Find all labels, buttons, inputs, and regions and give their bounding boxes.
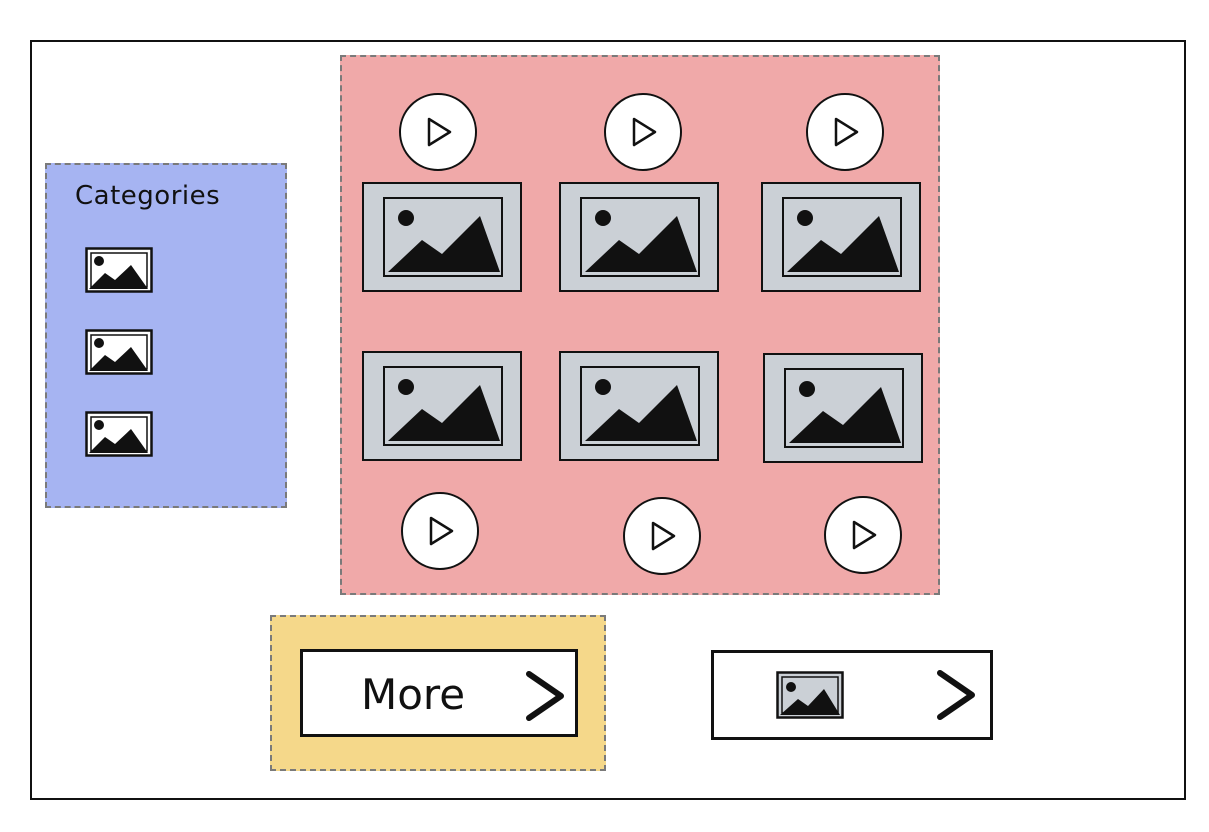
play-button[interactable] (399, 93, 477, 171)
play-icon (632, 117, 657, 147)
image-icon (776, 671, 844, 719)
chevron-right-icon (526, 671, 564, 721)
more-button[interactable]: More (300, 649, 578, 737)
play-icon (651, 521, 676, 551)
nav-thumbnail (776, 671, 844, 719)
image-icon (383, 197, 503, 277)
play-icon (429, 516, 454, 546)
image-icon (784, 368, 904, 448)
category-item[interactable] (85, 411, 153, 457)
video-thumbnail[interactable] (362, 351, 522, 461)
play-icon (852, 520, 877, 550)
image-icon (85, 247, 153, 293)
image-icon (580, 366, 700, 446)
video-thumbnail[interactable] (559, 351, 719, 461)
image-icon (782, 197, 902, 277)
video-grid (340, 55, 940, 595)
chevron-right-icon (937, 670, 975, 720)
play-button[interactable] (604, 93, 682, 171)
play-icon (834, 117, 859, 147)
play-button[interactable] (806, 93, 884, 171)
play-button[interactable] (401, 492, 479, 570)
category-item[interactable] (85, 329, 153, 375)
video-thumbnail[interactable] (763, 353, 923, 463)
image-icon (383, 366, 503, 446)
image-icon (85, 411, 153, 457)
video-thumbnail[interactable] (761, 182, 921, 292)
play-icon (427, 117, 452, 147)
image-icon (85, 329, 153, 375)
image-icon (580, 197, 700, 277)
categories-sidebar: Categories (45, 163, 287, 508)
video-thumbnail[interactable] (559, 182, 719, 292)
sidebar-title: Categories (75, 181, 221, 211)
play-button[interactable] (623, 497, 701, 575)
play-button[interactable] (824, 496, 902, 574)
category-item[interactable] (85, 247, 153, 293)
video-thumbnail[interactable] (362, 182, 522, 292)
more-button-label: More (361, 670, 466, 719)
app-frame (30, 40, 1186, 800)
more-section: More (270, 615, 606, 771)
next-category-button[interactable] (711, 650, 993, 740)
